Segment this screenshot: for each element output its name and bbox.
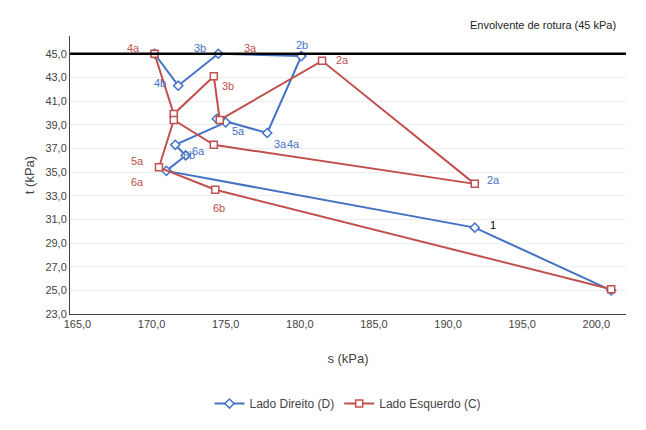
svg-text:3a: 3a (274, 138, 287, 150)
svg-text:25,0: 25,0 (45, 284, 66, 296)
svg-text:27,0: 27,0 (45, 261, 66, 273)
svg-text:35,0: 35,0 (45, 166, 66, 178)
svg-text:165,0: 165,0 (64, 318, 92, 330)
svg-text:2a: 2a (487, 174, 500, 186)
svg-text:2a: 2a (336, 54, 349, 66)
svg-text:43,0: 43,0 (45, 71, 66, 83)
svg-text:180,0: 180,0 (286, 318, 314, 330)
svg-text:175,0: 175,0 (212, 318, 240, 330)
svg-text:5a: 5a (232, 125, 245, 137)
svg-text:5a: 5a (131, 155, 144, 167)
svg-text:Lado Esquerdo (C): Lado Esquerdo (C) (379, 397, 480, 411)
svg-text:Lado Direito (D): Lado Direito (D) (250, 397, 335, 411)
svg-text:37,0: 37,0 (45, 142, 66, 154)
svg-text:4b: 4b (154, 77, 166, 89)
svg-text:s (kPa): s (kPa) (327, 351, 368, 366)
svg-text:39,0: 39,0 (45, 119, 66, 131)
svg-text:29,0: 29,0 (45, 237, 66, 249)
svg-text:195,0: 195,0 (508, 318, 536, 330)
svg-text:45,0: 45,0 (45, 48, 66, 60)
svg-text:2b: 2b (296, 39, 308, 51)
svg-text:3b: 3b (194, 42, 206, 54)
svg-text:6a: 6a (192, 145, 205, 157)
svg-text:4a: 4a (287, 138, 300, 150)
svg-text:3b: 3b (222, 80, 234, 92)
svg-text:200,0: 200,0 (583, 318, 611, 330)
svg-text:t (kPa): t (kPa) (22, 156, 37, 194)
svg-text:23,0: 23,0 (45, 308, 66, 320)
svg-text:33,0: 33,0 (45, 190, 66, 202)
svg-text:41,0: 41,0 (45, 95, 66, 107)
svg-text:31,0: 31,0 (45, 213, 66, 225)
svg-text:6b: 6b (213, 202, 225, 214)
svg-text:6a: 6a (131, 176, 144, 188)
svg-text:4a: 4a (127, 42, 140, 54)
svg-text:3a: 3a (244, 42, 257, 54)
svg-text:170,0: 170,0 (138, 318, 166, 330)
svg-text:185,0: 185,0 (360, 318, 388, 330)
svg-text:6b: 6b (183, 149, 195, 161)
svg-text:190,0: 190,0 (434, 318, 462, 330)
svg-text:1: 1 (490, 219, 496, 231)
svg-text:Envolvente de rotura (45 kPa): Envolvente de rotura (45 kPa) (470, 19, 616, 31)
